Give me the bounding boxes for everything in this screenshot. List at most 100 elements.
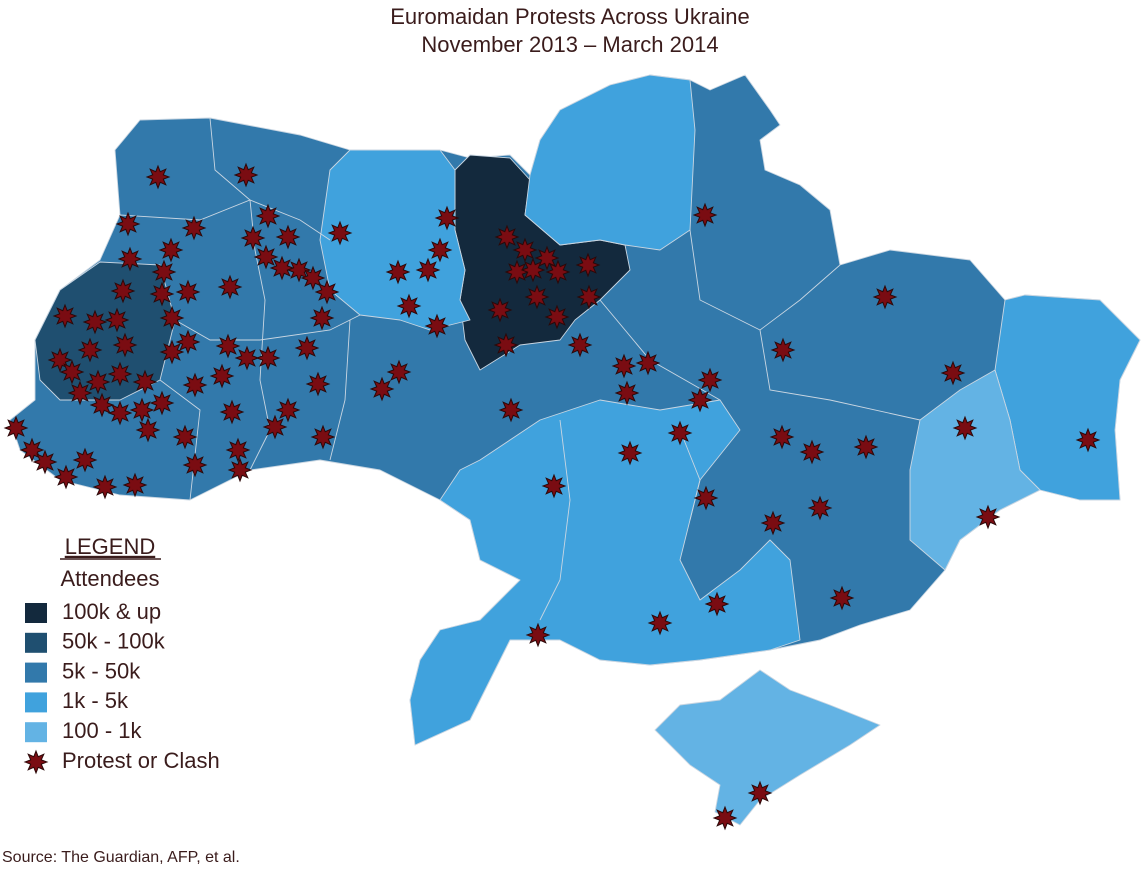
- protest-marker: [136, 418, 160, 442]
- protest-marker: [68, 381, 92, 405]
- protest-marker: [976, 505, 1000, 529]
- protest-marker: [78, 338, 102, 362]
- protest-marker: [542, 474, 566, 498]
- protest-marker: [254, 245, 278, 269]
- protest-marker: [648, 611, 672, 635]
- protest-marker: [577, 285, 601, 309]
- protest-marker: [770, 425, 794, 449]
- protest-marker: [218, 275, 242, 299]
- protest-marker: [54, 465, 78, 489]
- protest-marker: [228, 458, 252, 482]
- protest-marker: [615, 381, 639, 405]
- protest-marker: [83, 310, 107, 334]
- protest-marker: [505, 260, 529, 284]
- protest-marker: [146, 165, 170, 189]
- protest-marker: [159, 238, 183, 262]
- region-border: [759, 329, 921, 421]
- protest-marker: [183, 453, 207, 477]
- protest-marker: [416, 258, 440, 282]
- protest-marker: [182, 216, 206, 240]
- protest-marker: [60, 360, 84, 384]
- region-border: [119, 199, 331, 241]
- protest-marker: [494, 333, 518, 357]
- protest-marker: [176, 330, 200, 354]
- donetsk-region: [909, 369, 1041, 571]
- chernihiv-region: [524, 74, 696, 251]
- protest-marker: [618, 441, 642, 465]
- protest-marker: [116, 212, 140, 236]
- legend-label: 1k - 5k: [62, 688, 129, 713]
- protest-marker: [428, 238, 452, 262]
- protest-marker: [808, 496, 832, 520]
- protest-marker: [220, 400, 244, 424]
- protest-marker: [33, 450, 57, 474]
- legend-label: 50k - 100k: [62, 629, 166, 654]
- protest-marker: [873, 285, 897, 309]
- protest-marker: [105, 308, 129, 332]
- legend-label: 100k & up: [62, 599, 161, 624]
- protest-marker: [568, 333, 592, 357]
- crimea-region: [654, 669, 881, 826]
- protest-marker: [160, 340, 184, 364]
- protest-marker: [698, 368, 722, 392]
- protest-marker: [235, 346, 259, 370]
- protest-marker: [216, 334, 240, 358]
- protest-marker: [370, 377, 394, 401]
- protest-marker: [4, 416, 28, 440]
- regions: [9, 74, 1141, 826]
- protest-marker: [397, 294, 421, 318]
- protest-marker: [688, 388, 712, 412]
- protest-marker: [256, 346, 280, 370]
- protest-marker: [86, 370, 110, 394]
- south-regions: [409, 399, 801, 746]
- protest-marker: [306, 372, 330, 396]
- protest-marker: [276, 398, 300, 422]
- protest-marker: [108, 401, 132, 425]
- protest-marker: [234, 163, 258, 187]
- protest-marker: [705, 592, 729, 616]
- protest-marker: [53, 304, 77, 328]
- protest-marker: [311, 425, 335, 449]
- region-border: [329, 319, 351, 461]
- legend-label: 5k - 50k: [62, 658, 141, 683]
- protest-marker: [73, 448, 97, 472]
- protest-marker: [953, 416, 977, 440]
- protest-marker: [113, 333, 137, 357]
- protest-marker: [295, 336, 319, 360]
- protest-marker: [513, 238, 537, 262]
- protest-marker: [123, 473, 147, 497]
- legend-label: 100 - 1k: [62, 718, 142, 743]
- protest-marker: [152, 260, 176, 284]
- protest-marker: [693, 203, 717, 227]
- protest-marker: [545, 305, 569, 329]
- protest-marker: [150, 282, 174, 306]
- protest-marker: [435, 206, 459, 230]
- protest-marker: [226, 438, 250, 462]
- legend: LEGEND Attendees 100k & up 50k - 100k 5k -…: [24, 534, 220, 774]
- source-note: Source: The Guardian, AFP, et al.: [2, 849, 240, 866]
- protest-marker: [526, 623, 550, 647]
- legend-swatch: [25, 603, 47, 623]
- legend-swatch: [25, 722, 47, 743]
- protest-marker: [133, 370, 157, 394]
- region-border: [539, 419, 571, 621]
- protest-marker: [499, 398, 523, 422]
- legend-heading: LEGEND: [65, 534, 155, 559]
- protest-marker: [256, 204, 280, 228]
- protest-marker: [386, 260, 410, 284]
- legend-title: Attendees: [60, 566, 159, 591]
- protest-marker: [328, 221, 352, 245]
- protest-marker: [748, 781, 772, 805]
- protest-marker: [495, 225, 519, 249]
- protest-marker: [310, 306, 334, 330]
- protest-marker: [150, 391, 174, 415]
- protest-marker: [612, 354, 636, 378]
- protest-marker: [111, 279, 135, 303]
- legend-label: Protest or Clash: [62, 748, 220, 773]
- protest-marker: [183, 373, 207, 397]
- protest-marker: [130, 398, 154, 422]
- legend-swatch: [25, 692, 47, 713]
- protest-marker: [1076, 428, 1100, 452]
- protest-marker: [160, 306, 184, 330]
